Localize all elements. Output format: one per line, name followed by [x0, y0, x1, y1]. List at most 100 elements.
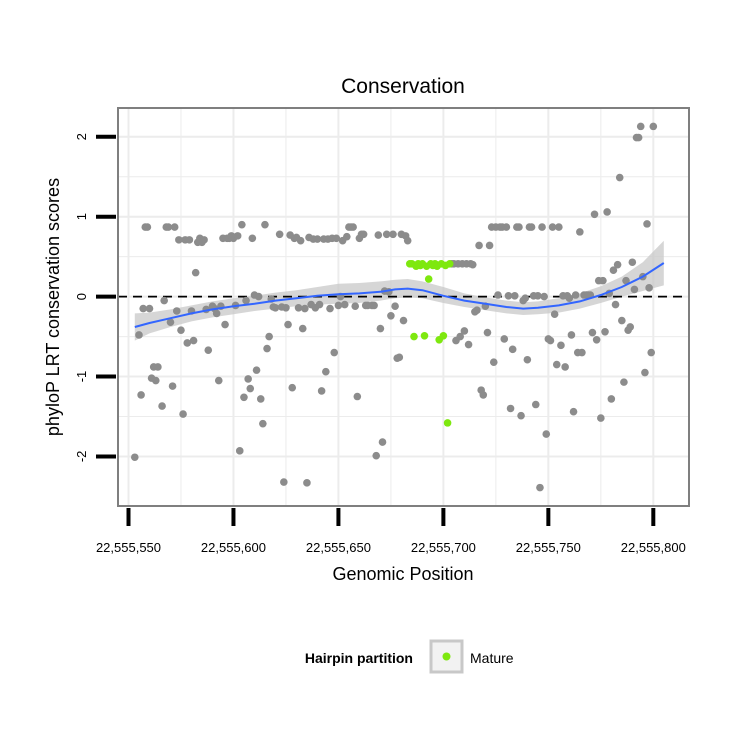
data-point-other	[175, 236, 183, 244]
data-point-other	[214, 376, 223, 385]
data-point-other	[475, 241, 483, 250]
data-point-other	[546, 336, 555, 345]
data-point-other	[359, 230, 368, 239]
data-point-other	[351, 302, 360, 311]
data-point-other	[504, 292, 513, 300]
data-point-other	[185, 236, 194, 244]
data-point-other	[130, 453, 139, 462]
y-axis-label: phyloP LRT conservation scores	[43, 178, 63, 436]
data-point-other	[626, 323, 635, 331]
x-tick-label: 22,555,800	[621, 540, 686, 555]
data-point-other	[172, 307, 181, 315]
data-point-other	[280, 478, 288, 486]
data-point-other	[301, 304, 309, 313]
data-point-other	[464, 340, 473, 349]
x-tick-label: 22,555,650	[306, 540, 371, 555]
data-point-mature	[410, 332, 418, 341]
data-point-other	[399, 316, 408, 325]
data-point-other	[389, 230, 397, 239]
x-tick-label: 22,555,750	[516, 540, 581, 555]
x-tick-label: 22,555,550	[96, 540, 161, 555]
data-point-other	[550, 310, 559, 318]
data-point-other	[332, 234, 341, 243]
data-point-other	[330, 348, 339, 357]
y-axis: -2 -1 0 1 2	[74, 133, 116, 462]
data-point-other	[372, 451, 381, 460]
y-tick-label: 2	[74, 133, 89, 140]
data-point-other	[143, 223, 152, 231]
data-point-mature	[445, 260, 454, 268]
data-point-other	[517, 411, 525, 420]
data-point-other	[378, 438, 387, 446]
data-point-other	[515, 223, 523, 231]
data-point-other	[613, 260, 622, 269]
smooth-line	[134, 262, 665, 328]
data-point-other	[343, 232, 351, 241]
data-point-other	[615, 173, 624, 182]
data-point-other	[315, 300, 324, 309]
data-point-other	[158, 402, 166, 410]
data-point-other	[334, 301, 343, 310]
data-point-other	[555, 223, 563, 231]
data-point-other	[256, 395, 265, 403]
data-point-other	[275, 230, 284, 239]
data-point-other	[179, 410, 187, 418]
data-point-other	[592, 335, 601, 344]
data-point-other	[240, 393, 248, 402]
data-point-other	[538, 223, 546, 231]
data-point-other	[353, 392, 362, 401]
data-point-other	[191, 268, 200, 277]
data-point-other	[248, 234, 257, 243]
data-point-other	[326, 304, 334, 313]
data-point-other	[387, 311, 395, 320]
data-point-other	[601, 327, 609, 336]
data-point-other	[177, 326, 185, 334]
data-point-other	[313, 235, 322, 243]
data-point-other	[473, 306, 481, 314]
data-point-other	[597, 414, 605, 422]
data-point-other	[510, 292, 519, 300]
data-point-other	[284, 320, 292, 329]
data-point-mature	[424, 275, 433, 283]
data-point-other	[548, 223, 557, 231]
data-point-other	[494, 291, 502, 299]
data-point-other	[557, 341, 565, 350]
legend-item-mature: Mature	[470, 650, 514, 666]
data-point-other	[282, 303, 290, 312]
y-tick-label: 1	[74, 213, 89, 220]
data-point-other	[460, 327, 469, 335]
data-point-other	[647, 348, 656, 357]
data-point-other	[265, 332, 273, 341]
data-point-other	[534, 292, 542, 300]
data-point-other	[391, 302, 399, 311]
x-tick-label: 22,555,700	[411, 540, 476, 555]
y-tick-label: -2	[74, 451, 89, 463]
data-point-other	[561, 363, 569, 371]
data-point-other	[618, 316, 626, 325]
data-point-other	[349, 223, 357, 231]
data-point-other	[259, 419, 267, 428]
data-point-other	[479, 391, 488, 399]
data-point-other	[609, 266, 618, 275]
data-point-other	[536, 483, 544, 492]
data-point-other	[489, 358, 498, 366]
data-point-other	[382, 230, 391, 239]
x-axis-label: Genomic Position	[332, 564, 473, 584]
data-point-other	[620, 378, 628, 386]
data-point-other	[611, 300, 620, 309]
data-point-other	[508, 345, 517, 354]
data-point-other	[540, 292, 548, 301]
data-point-other	[137, 391, 145, 399]
y-tick-label: -1	[74, 371, 89, 383]
data-point-other	[622, 276, 630, 285]
data-point-other	[376, 324, 385, 333]
smooth-line-layer	[134, 262, 665, 328]
data-point-other	[531, 400, 540, 409]
data-point-other	[200, 236, 208, 244]
data-point-other	[233, 232, 242, 240]
data-point-other	[235, 447, 244, 455]
data-point-other	[298, 324, 307, 333]
data-point-other	[145, 304, 154, 313]
data-point-other	[261, 220, 269, 229]
data-point-other	[151, 376, 160, 385]
